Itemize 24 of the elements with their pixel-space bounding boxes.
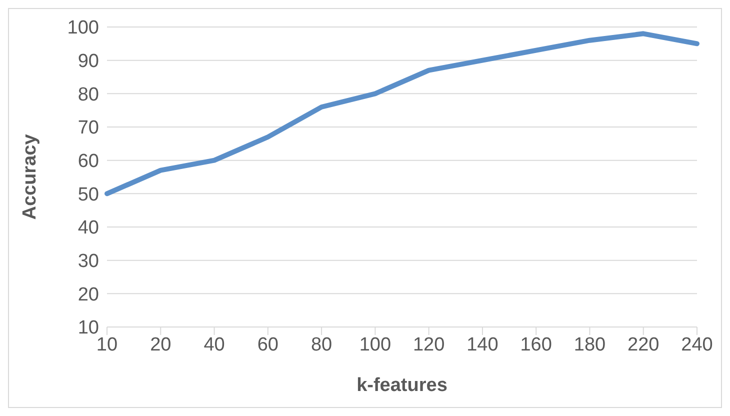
x-tick-label: 80	[310, 334, 332, 356]
y-tick-label: 80	[78, 84, 99, 106]
x-tick-label: 160	[520, 334, 552, 356]
x-tick-label: 120	[412, 334, 445, 356]
y-tick-label: 10	[78, 318, 99, 339]
y-tick-label: 60	[78, 151, 99, 172]
x-tick-label: 40	[204, 334, 225, 356]
x-tick-label: 140	[466, 334, 498, 356]
x-axis-title: k-features	[356, 375, 448, 396]
x-tick-label: 240	[681, 334, 713, 356]
y-tick-label: 70	[78, 118, 99, 139]
y-tick-label: 50	[78, 184, 99, 206]
x-tick-label: 180	[574, 334, 606, 356]
y-tick-label: 30	[78, 251, 99, 272]
y-axis-title: Accuracy	[20, 134, 41, 220]
x-tick-label: 100	[359, 334, 392, 356]
x-tick-label: 20	[150, 334, 172, 356]
y-tick-label: 40	[78, 218, 99, 239]
y-tick-label: 100	[67, 18, 99, 39]
x-tick-label: 60	[257, 334, 278, 356]
x-tick-label: 10	[96, 334, 118, 356]
x-tick-label: 220	[628, 334, 660, 356]
y-tick-label: 20	[78, 284, 99, 306]
y-tick-label: 90	[78, 51, 99, 72]
